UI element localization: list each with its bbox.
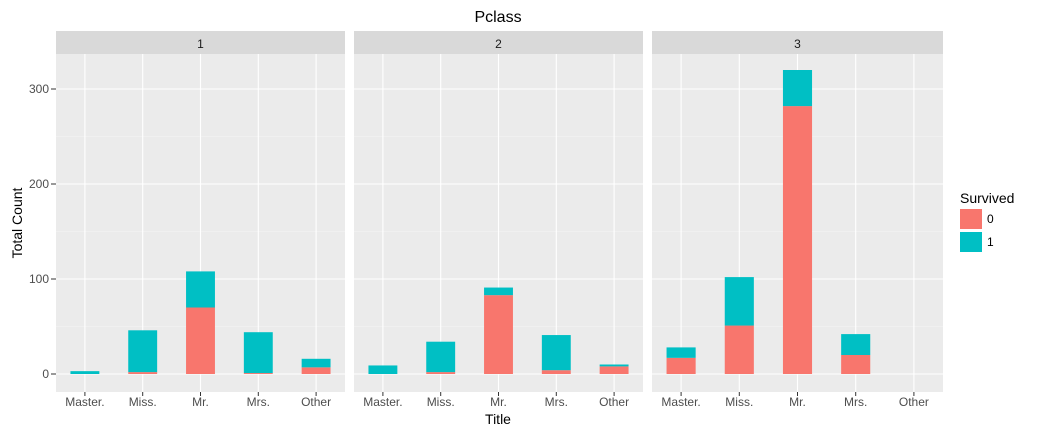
facet-panels: 1 Master. Miss. Mr. Mrs. Other 2 Master. Miss. Mr… <box>56 31 943 409</box>
bar-segment-miss-survived-1 <box>426 341 456 373</box>
x-tick-label: Miss. <box>427 395 455 409</box>
y-tick-label: 300 <box>29 82 49 96</box>
legend-swatch-1 <box>960 232 982 252</box>
bar-segment-other-survived-1 <box>301 358 331 368</box>
bar-segment-mr-survived-0 <box>782 106 813 374</box>
bar-segment-mrs-survived-1 <box>541 335 571 371</box>
bar-segment-mr-survived-1 <box>186 271 215 308</box>
facet-strip <box>56 31 345 54</box>
bar-segment-master-survived-1 <box>368 365 398 374</box>
legend: Survived 0 1 <box>960 190 1014 252</box>
facet-strip-label: 2 <box>495 37 502 51</box>
y-tick-label: 100 <box>29 272 49 286</box>
chart-title: Pclass <box>474 9 521 26</box>
legend-label-1: 1 <box>987 235 994 249</box>
x-tick-label: Master. <box>65 395 104 409</box>
bar-segment-master-survived-1 <box>70 371 100 374</box>
facet-strip-label: 1 <box>197 37 204 51</box>
legend-label-0: 0 <box>987 212 994 226</box>
bar-segment-miss-survived-1 <box>128 330 158 373</box>
bar-segment-mrs-survived-1 <box>243 332 273 374</box>
x-tick-label: Mrs. <box>545 395 568 409</box>
facet-panel-1: 1 Master. Miss. Mr. Mrs. Other <box>56 31 345 409</box>
bar-segment-mr-survived-0 <box>186 307 215 374</box>
bar-segment-miss-survived-0 <box>128 372 158 374</box>
y-axis-labels: 0 100 200 300 <box>29 82 56 381</box>
y-tick-label: 200 <box>29 177 49 191</box>
x-tick-label: Mr. <box>192 395 209 409</box>
facet-panel-3: 3 Master. Miss. Mr. Mrs. Other <box>652 31 943 409</box>
bar-segment-mrs-survived-0 <box>841 355 871 374</box>
x-axis-title: Title <box>485 411 511 427</box>
facet-strip <box>354 31 643 54</box>
bar-segment-mr-survived-1 <box>782 70 813 107</box>
bar-segment-mrs-survived-0 <box>243 373 273 374</box>
x-tick-label: Master. <box>661 395 700 409</box>
bar-segment-miss-survived-0 <box>426 372 456 374</box>
x-tick-label: Other <box>599 395 629 409</box>
x-tick-label: Mr. <box>490 395 507 409</box>
bar-segment-master-survived-1 <box>666 347 696 358</box>
facet-strip-label: 3 <box>794 37 801 51</box>
bar-segment-other-survived-1 <box>599 364 629 367</box>
bar-segment-other-survived-0 <box>301 367 331 374</box>
legend-title: Survived <box>960 190 1014 206</box>
bar-segment-miss-survived-0 <box>724 325 754 374</box>
bar-segment-mrs-survived-1 <box>841 334 871 355</box>
x-tick-label: Other <box>301 395 331 409</box>
x-tick-label: Mrs. <box>844 395 867 409</box>
y-axis-title: Total Count <box>9 187 25 258</box>
x-tick-label: Master. <box>363 395 402 409</box>
y-tick-label: 0 <box>42 367 49 381</box>
x-tick-label: Miss. <box>129 395 157 409</box>
x-tick-label: Mrs. <box>247 395 270 409</box>
facet-panel-2: 2 Master. Miss. Mr. Mrs. Other <box>354 31 643 409</box>
bar-segment-mr-survived-0 <box>484 295 513 374</box>
bar-segment-mrs-survived-0 <box>541 370 571 374</box>
bar-segment-master-survived-0 <box>666 357 696 374</box>
bar-segment-mr-survived-1 <box>484 287 513 296</box>
x-tick-label: Mr. <box>789 395 806 409</box>
x-tick-label: Other <box>899 395 929 409</box>
legend-swatch-0 <box>960 209 982 229</box>
bar-segment-other-survived-0 <box>599 366 629 374</box>
facet-strip <box>652 31 943 54</box>
x-tick-label: Miss. <box>725 395 753 409</box>
bar-segment-miss-survived-1 <box>724 277 754 326</box>
